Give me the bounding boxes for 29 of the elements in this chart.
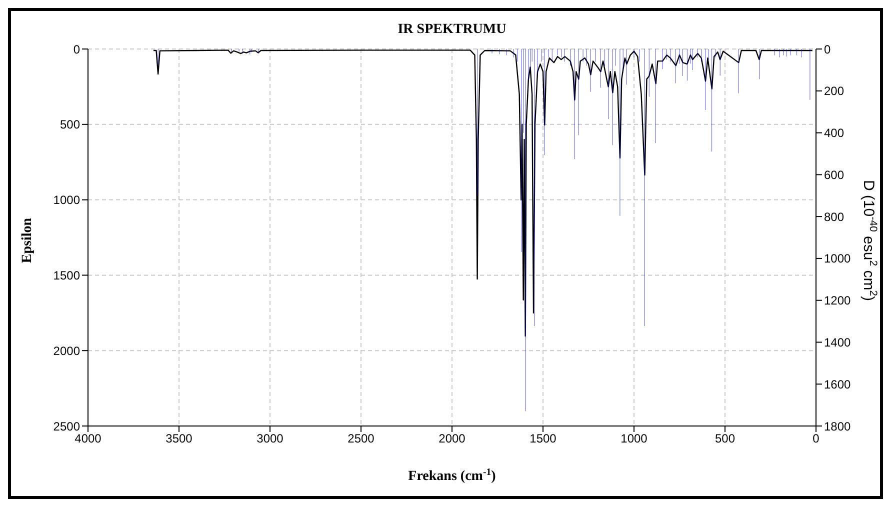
y-axis-title: Epsilon [20,218,35,264]
x-tick-label: 2500 [348,432,375,446]
chart-title: IR SPEKTRUMU [398,22,506,37]
y2-tick-label: 1000 [824,252,852,266]
y2-tick-label: 400 [824,126,844,140]
y2-tick-label: 0 [824,42,831,56]
y2-tick-label: 600 [824,168,844,182]
x-tick-label: 1000 [620,432,648,446]
x-axis-title: Frekans (cm$^{-1}$) [408,466,496,484]
y2-tick-label: 1200 [824,294,852,308]
y-tick-label: 1000 [53,193,80,208]
y-tick-label: 500 [60,118,80,132]
x-tick-label: 1500 [530,432,557,446]
y2-tick-label: 200 [824,84,844,98]
y-tick-label: 2000 [53,344,80,358]
y-tick-label: 1500 [53,268,80,282]
y2-tick-label: 1400 [824,335,852,350]
x-tick-label: 500 [714,432,736,446]
y-tick-label: 0 [73,42,80,56]
x-tick-label: 3000 [256,432,284,446]
y2-tick-label: 1600 [824,377,852,392]
x-tick-label: 0 [812,432,820,446]
y2-tick-label: 1800 [824,419,852,434]
y-tick-label: 2500 [53,419,80,434]
x-tick-label: 2000 [438,432,466,446]
x-tick-label: 3500 [166,432,193,446]
y2-tick-label: 800 [824,210,844,224]
line-series [152,50,813,337]
x-tick-label: 4000 [74,432,102,446]
